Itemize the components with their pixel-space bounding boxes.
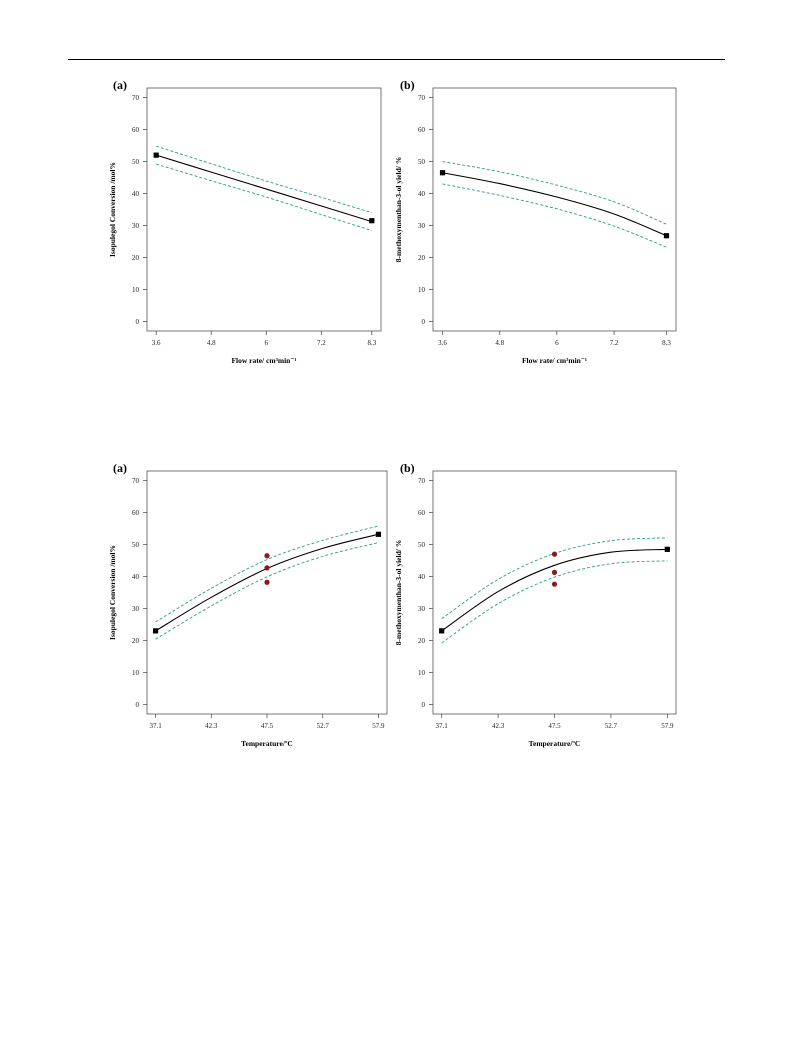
plot-frame [432,87,677,332]
y-tick-label: 30 [132,605,140,613]
y-axis-label: 8-methoxymenthan-3-ol yield/ % [394,157,403,262]
y-tick-label: 50 [418,541,426,549]
y-tick-label: 30 [418,222,426,230]
y-tick-label: 20 [132,637,140,645]
x-tick-label: 4.8 [207,339,216,347]
data-point-square [439,628,445,634]
series-lower-ci [156,163,372,232]
y-axis-label: Isopulegol Conversion /mol% [108,545,117,640]
x-axis-label: Temperature/ºC [529,739,581,748]
y-tick-label: 0 [136,318,140,326]
y-tick-label: 50 [418,158,426,166]
y-axis-label: 8-methoxymenthan-3-ol yield/ % [394,540,403,645]
y-tick-label: 40 [132,573,140,581]
series-fit [442,172,667,237]
chart-temperature-conversion: 0 10 20 30 40 50 60 70 37.1 42.3 47.5 52.7 57.9 Tempe… [108,470,388,748]
x-tick-label: 6 [555,339,559,347]
series-upper-ci [156,145,372,214]
x-tick-label: 57.9 [661,722,674,730]
x-tick-label: 7.2 [610,339,619,347]
y-tick-label: 60 [132,509,140,517]
data-point-square [663,233,670,239]
data-point-circle [551,581,558,587]
x-tick-label: 42.3 [205,722,218,730]
x-tick-label: 57.9 [372,722,385,730]
series-lower-ci [441,560,668,644]
series-upper-ci [442,161,667,225]
data-point-square [153,152,159,158]
y-tick-label: 20 [418,637,426,645]
data-point-circle [264,579,270,585]
y-tick-label: 10 [418,286,426,294]
series-upper-ci [155,525,379,623]
chart-flow-yield: 0 10 20 30 40 50 60 70 3.6 4.8 6 7.2 8.3 Flow rate/ c… [394,87,677,365]
x-axis-label: Flow rate/ cm³min⁻¹ [522,356,587,365]
y-tick-label: 10 [132,669,140,677]
data-point-square [439,170,446,176]
data-point-circle [551,551,558,557]
plot-frame [146,87,382,332]
x-tick-label: 42.3 [492,722,505,730]
y-tick-label: 70 [418,477,426,485]
y-tick-label: 30 [418,605,426,613]
x-tick-label: 37.1 [436,722,449,730]
data-point-circle [551,569,558,575]
panel-label-bottom-right: (b) [400,461,415,475]
series-lower-ci [155,542,379,640]
y-tick-label: 50 [132,158,140,166]
y-tick-label: 40 [418,573,426,581]
y-tick-label: 70 [132,477,140,485]
x-tick-label: 8.3 [662,339,671,347]
data-point-square [375,531,382,537]
x-axis-label: Temperature/ºC [241,739,293,748]
plot-frame [432,470,677,715]
y-tick-label: 20 [132,254,140,262]
y-tick-label: 40 [132,190,140,198]
panel-label-top-left: (a) [113,78,127,92]
series-fit [441,548,668,632]
x-tick-label: 47.5 [548,722,561,730]
panel-label-top-right: (b) [400,78,415,92]
x-tick-label: 4.8 [495,339,504,347]
x-tick-label: 52.7 [317,722,330,730]
x-tick-label: 37.1 [149,722,162,730]
data-point-square [664,546,670,552]
panel-label-bottom-left: (a) [113,461,127,475]
y-tick-label: 40 [418,190,426,198]
data-point-circle [264,565,270,571]
chart-flow-conversion: 0 10 20 30 40 50 60 70 3.6 4.8 6 7.2 8.3 Flow rate/ c… [108,87,382,365]
series-fit [156,154,372,223]
x-axis-label: Flow rate/ cm³min⁻¹ [231,356,296,365]
y-tick-label: 60 [418,509,426,517]
x-tick-label: 8.3 [367,339,376,347]
x-tick-label: 3.6 [438,339,447,347]
data-point-square [152,628,159,634]
y-tick-label: 70 [418,94,426,102]
y-tick-label: 20 [418,254,426,262]
y-tick-label: 0 [136,701,140,709]
y-axis-label: Isopulegol Conversion /mol% [108,162,117,257]
y-tick-label: 60 [132,126,140,134]
y-tick-label: 60 [418,126,426,134]
y-tick-label: 0 [422,701,426,709]
data-point-circle [264,553,270,559]
header-rule [68,59,725,60]
y-tick-label: 0 [422,318,426,326]
plot-frame [146,470,388,715]
x-tick-label: 3.6 [152,339,161,347]
x-tick-label: 52.7 [605,722,618,730]
chart-temperature-yield: 0 10 20 30 40 50 60 70 37.1 42.3 47.5 52.7 57.9 Tempe… [394,470,677,748]
y-tick-label: 70 [132,94,140,102]
x-tick-label: 7.2 [317,339,326,347]
data-point-square [369,218,375,224]
y-tick-label: 10 [418,669,426,677]
y-tick-label: 10 [132,286,140,294]
y-tick-label: 30 [132,222,140,230]
series-lower-ci [442,183,667,248]
x-tick-label: 6 [265,339,269,347]
y-tick-label: 50 [132,541,140,549]
x-tick-label: 47.5 [261,722,274,730]
